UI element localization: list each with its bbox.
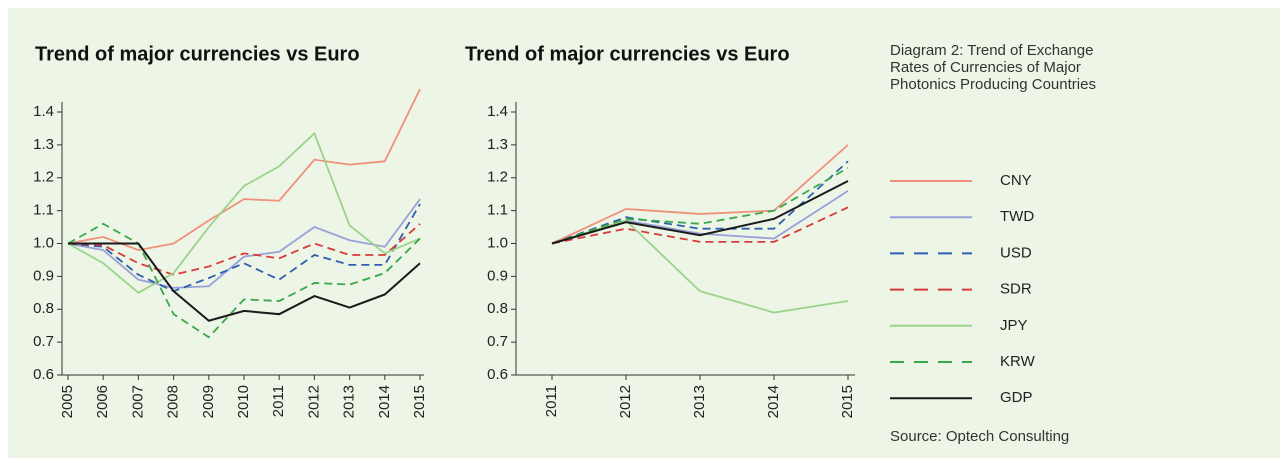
x-tick-label: 2005 [59,385,76,418]
x-tick-label: 2011 [270,385,287,417]
series-line [67,203,421,293]
x-tick-label: 2012 [305,385,322,418]
x-tick-label: 2010 [235,385,252,418]
x-tick-label: 2012 [617,385,634,418]
y-tick-label: 0.7 [487,333,508,350]
chart-title: Trend of major currencies vs Euro [465,43,790,65]
series-line [68,242,421,322]
y-tick-label: 0.7 [33,333,54,350]
series-line [551,219,849,314]
x-tick-label: 2015 [411,385,428,418]
x-tick-label: 2014 [765,385,782,418]
series-line [551,206,849,245]
x-tick-label: 2015 [839,385,856,418]
legend-label: TWD [1000,208,1034,225]
x-tick-label: 2013 [691,385,708,418]
series-line [67,223,421,276]
background [8,8,1280,458]
series-line [67,88,421,252]
y-tick-label: 1.2 [487,169,508,186]
legend-label: JPY [1000,317,1028,334]
y-tick-label: 1.2 [33,169,54,186]
y-tick-label: 1.1 [33,202,54,219]
x-tick-label: 2013 [341,385,358,418]
y-tick-label: 1.1 [487,202,508,219]
chart-title: Trend of major currencies vs Euro [35,43,360,65]
legend-label: KRW [1000,353,1036,370]
x-tick-label: 2007 [129,385,146,418]
y-tick-label: 0.6 [33,366,54,383]
series-line [551,180,849,245]
y-tick-label: 1.0 [487,234,508,251]
series-line [67,198,421,289]
x-tick-label: 2014 [376,385,393,418]
y-tick-label: 1.3 [487,136,508,153]
series-line [67,131,421,294]
caption: Diagram 2: Trend of Exchange Rates of Cu… [890,42,1096,93]
legend-label: GDP [1000,389,1033,406]
y-tick-label: 1.4 [487,103,508,120]
x-tick-label: 2011 [543,385,560,417]
legend-label: USD [1000,244,1032,261]
x-tick-label: 2006 [94,385,111,418]
y-tick-label: 0.8 [33,300,54,317]
y-tick-label: 1.0 [33,234,54,251]
series-line [551,167,849,245]
source: Source: Optech Consulting [890,428,1070,445]
y-tick-label: 0.9 [487,267,508,284]
y-tick-label: 0.9 [33,267,54,284]
x-tick-label: 2008 [165,385,182,418]
series-line [551,144,849,245]
y-tick-label: 0.8 [487,300,508,317]
legend-label: CNY [1000,172,1032,189]
y-tick-label: 1.3 [33,136,54,153]
legend-label: SDR [1000,281,1032,298]
y-tick-label: 1.4 [33,103,54,120]
y-tick-label: 0.6 [487,366,508,383]
series-line [67,222,421,339]
x-tick-label: 2009 [200,385,217,418]
